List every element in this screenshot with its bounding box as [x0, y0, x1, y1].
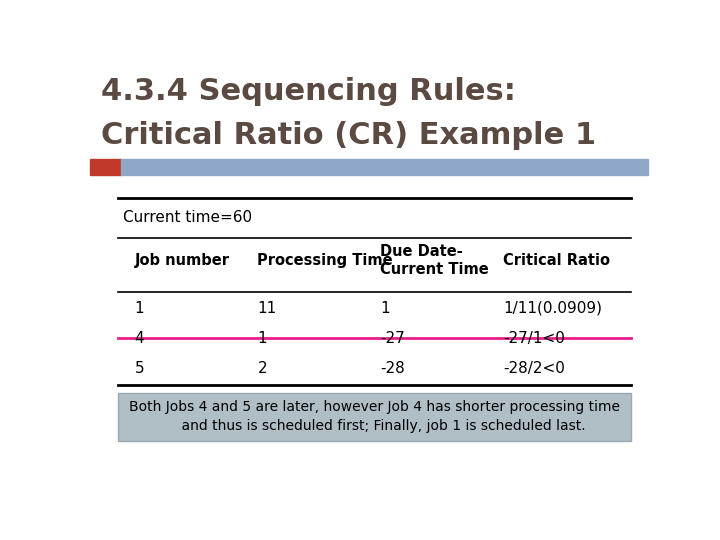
Text: Processing Time: Processing Time	[258, 253, 393, 268]
Text: 1: 1	[380, 301, 390, 316]
Text: -27/1<0: -27/1<0	[503, 330, 564, 346]
Text: -27: -27	[380, 330, 405, 346]
Text: Current time=60: Current time=60	[124, 210, 253, 225]
Text: Critical Ratio (CR) Example 1: Critical Ratio (CR) Example 1	[101, 121, 596, 150]
Text: -28/2<0: -28/2<0	[503, 361, 564, 376]
Text: 11: 11	[258, 301, 276, 316]
Text: 1: 1	[258, 330, 267, 346]
Text: Due Date-
Current Time: Due Date- Current Time	[380, 244, 489, 278]
Text: 4.3.4 Sequencing Rules:: 4.3.4 Sequencing Rules:	[101, 77, 516, 106]
Text: Critical Ratio: Critical Ratio	[503, 253, 610, 268]
Text: 2: 2	[258, 361, 267, 376]
Text: Job number: Job number	[135, 253, 230, 268]
Bar	[118, 393, 631, 441]
Text: -28: -28	[380, 361, 405, 376]
Text: 1/11(0.0909): 1/11(0.0909)	[503, 301, 602, 316]
Text: 1: 1	[135, 301, 144, 316]
Bar	[121, 159, 648, 175]
Text: 4: 4	[135, 330, 144, 346]
Text: 5: 5	[135, 361, 144, 376]
Bar	[90, 159, 121, 175]
Text: Both Jobs 4 and 5 are later, however Job 4 has shorter processing time
    and t: Both Jobs 4 and 5 are later, however Job…	[129, 400, 620, 434]
